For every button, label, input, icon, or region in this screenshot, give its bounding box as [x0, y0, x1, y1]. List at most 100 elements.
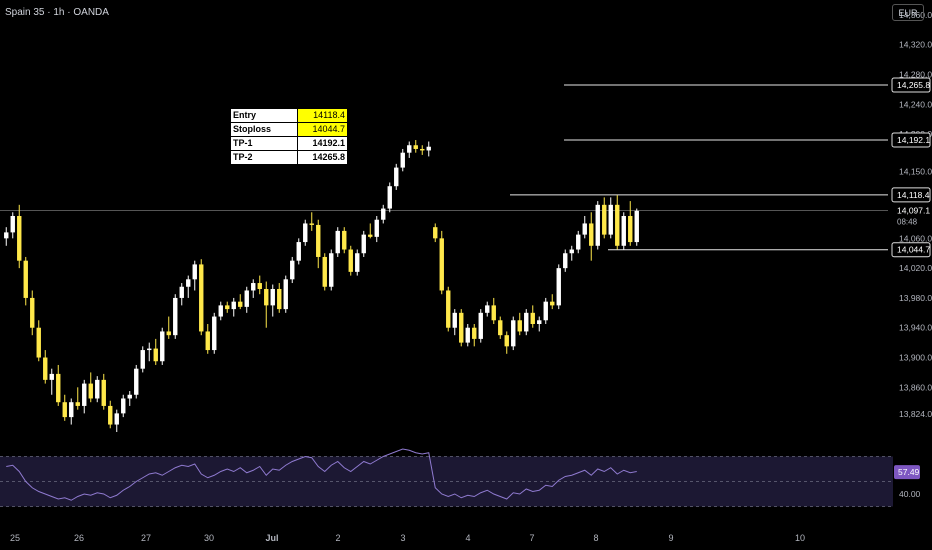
- trade-label: Stoploss: [230, 122, 298, 137]
- price-tick-label: 13,980.0: [899, 293, 932, 303]
- candle-bull: [127, 394, 132, 399]
- candle-bear: [199, 264, 204, 332]
- candle-bear: [322, 256, 327, 287]
- price-tick-label: 13,824.0: [899, 409, 932, 419]
- candle-bull: [452, 312, 457, 328]
- candle-bull: [394, 167, 399, 187]
- time-tick-label: Jul: [265, 533, 278, 543]
- candle-bear: [589, 223, 594, 246]
- candle-bull: [173, 297, 178, 336]
- candle-bull: [160, 331, 165, 362]
- candle-bear: [225, 305, 230, 310]
- candle-bear: [153, 348, 158, 362]
- candle-bear: [277, 288, 282, 310]
- candle-bull: [374, 219, 379, 237]
- trade-label: TP-1: [230, 136, 298, 151]
- candle-bear: [433, 227, 438, 239]
- candle-bull: [212, 316, 217, 351]
- candle-bear: [166, 331, 171, 336]
- level-label: 14,044.7: [897, 245, 930, 255]
- level-badge-entry: [891, 187, 931, 203]
- candle-bear: [342, 230, 347, 250]
- candle-bull: [49, 373, 54, 380]
- candle-bear: [264, 288, 269, 306]
- candle-bear: [205, 331, 210, 351]
- candle-bull: [465, 327, 470, 343]
- time-tick-label: 9: [668, 533, 673, 543]
- candle-bull: [270, 288, 275, 306]
- price-tick-label: 14,240.0: [899, 99, 932, 109]
- candle-bear: [23, 260, 28, 298]
- candle-bull: [114, 413, 119, 425]
- rsi-value-label: 57.49: [898, 467, 920, 477]
- trade-value: 14118.4: [297, 108, 348, 123]
- candle-bull: [595, 204, 600, 246]
- candle-bear: [316, 224, 321, 257]
- candle-bull: [179, 286, 184, 298]
- time-tick-label: 3: [400, 533, 405, 543]
- candle-bull: [485, 305, 490, 313]
- last-price-label: 14,097.1: [897, 206, 930, 216]
- level-label: 14,192.1: [897, 135, 930, 145]
- trade-row-stoploss: Stoploss 14044.7: [230, 122, 348, 137]
- candle-bull: [426, 146, 431, 151]
- candle-bear: [615, 204, 620, 246]
- time-tick-label: 4: [465, 533, 470, 543]
- candle-bear: [101, 379, 106, 406]
- rsi-line: [6, 448, 637, 501]
- candle-bear: [368, 234, 373, 237]
- candle-bear: [309, 223, 314, 225]
- price-tick-label: 13,940.0: [899, 323, 932, 333]
- trade-row-tp-1: TP-1 14192.1: [230, 136, 348, 151]
- level-badge-tp-2: [891, 77, 931, 93]
- candle-bull: [335, 230, 340, 254]
- candle-bear: [36, 327, 41, 358]
- price-tick-label: 14,360.0: [899, 10, 932, 20]
- candle-bull: [69, 402, 74, 418]
- candle-bull: [244, 290, 249, 307]
- candle-bull: [10, 216, 15, 233]
- countdown-label: 08:48: [897, 218, 918, 227]
- candle-bull: [634, 210, 639, 243]
- level-label: 14,265.8: [897, 80, 930, 90]
- trade-label: Entry: [230, 108, 298, 123]
- candle-bear: [257, 283, 262, 289]
- candle-bear: [530, 312, 535, 324]
- price-tick-label: 13,860.0: [899, 382, 932, 392]
- candle-bear: [238, 301, 243, 307]
- time-tick-label: 27: [141, 533, 151, 543]
- candle-bear: [439, 238, 444, 291]
- level-label: 14,118.4: [897, 190, 930, 200]
- price-tick-label: 14,020.0: [899, 263, 932, 273]
- candle-bull: [251, 283, 256, 291]
- candle-bear: [602, 204, 607, 235]
- candle-bull: [186, 279, 191, 287]
- currency-button[interactable]: EUR: [892, 4, 924, 21]
- candle-bear: [17, 216, 22, 261]
- candle-bear: [108, 405, 113, 425]
- candle-bear: [56, 373, 61, 403]
- candle-bear: [75, 402, 80, 406]
- candle-bull: [582, 223, 587, 235]
- candle-bull: [387, 186, 392, 209]
- price-tick-label: 14,320.0: [899, 40, 932, 50]
- trade-value: 14265.8: [297, 150, 348, 165]
- candle-bull: [563, 253, 568, 269]
- candle-bull: [4, 232, 9, 239]
- trade-value: 14192.1: [297, 136, 348, 151]
- candle-bull: [608, 204, 613, 235]
- price-tick-label: 14,150.0: [899, 166, 932, 176]
- price-tick-label: 13,900.0: [899, 353, 932, 363]
- candle-bear: [420, 148, 425, 151]
- candle-bull: [134, 368, 139, 395]
- candle-bull: [556, 268, 561, 306]
- trade-row-entry: Entry 14118.4: [230, 108, 348, 123]
- candle-bear: [43, 357, 48, 380]
- candle-bull: [140, 350, 145, 369]
- time-tick-label: 10: [795, 533, 805, 543]
- candle-bear: [88, 383, 93, 399]
- candle-bull: [329, 253, 334, 287]
- candle-bear: [459, 312, 464, 343]
- candle-bull: [121, 398, 126, 414]
